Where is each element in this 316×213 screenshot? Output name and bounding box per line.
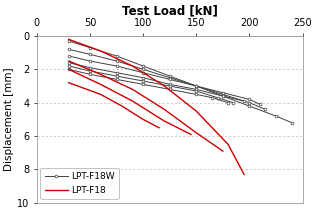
LPT-F18W: [221, 95, 225, 97]
LPT-F18W: [194, 85, 198, 87]
LPT-F18: [131, 65, 134, 67]
Line: LPT-F18: LPT-F18: [69, 39, 244, 174]
LPT-F18: [194, 110, 198, 112]
LPT-F18W: [88, 46, 92, 49]
Y-axis label: Displacement [mm]: Displacement [mm]: [4, 68, 14, 171]
LPT-F18W: [274, 115, 278, 117]
Legend: LPT-F18W, LPT-F18: LPT-F18W, LPT-F18: [40, 168, 119, 199]
LPT-F18W: [247, 105, 251, 107]
LPT-F18: [67, 38, 70, 41]
LPT-F18W: [290, 121, 294, 124]
LPT-F18: [162, 85, 166, 87]
LPT-F18W: [168, 75, 172, 77]
LPT-F18: [226, 143, 230, 146]
LPT-F18W: [141, 65, 145, 67]
LPT-F18: [99, 50, 102, 52]
LPT-F18W: [67, 40, 70, 42]
X-axis label: Test Load [kN]: Test Load [kN]: [122, 4, 218, 17]
Line: LPT-F18W: LPT-F18W: [67, 40, 293, 124]
LPT-F18: [242, 173, 246, 176]
LPT-F18W: [115, 55, 118, 57]
